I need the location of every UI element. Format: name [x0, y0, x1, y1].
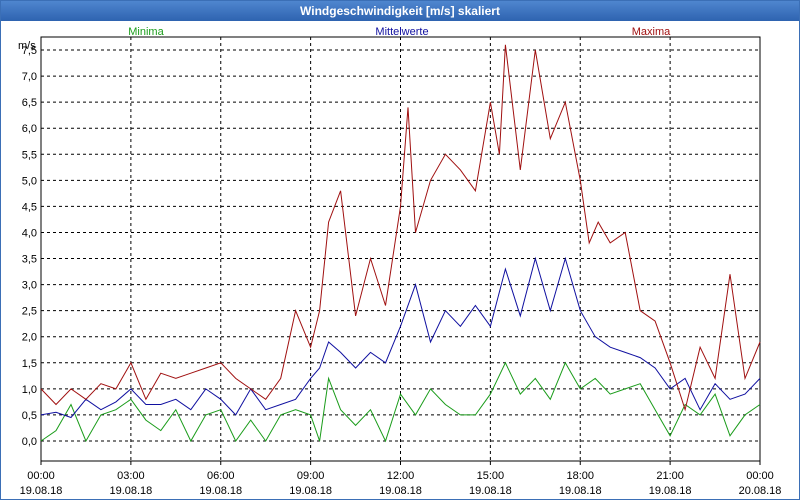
x-tick-date: 19.08.18: [199, 485, 242, 497]
x-tick-time: 00:00: [746, 470, 774, 482]
series-line-maxima: [40, 44, 761, 412]
legend-maxima: Maxima: [632, 26, 671, 38]
x-tick-time: 15:00: [477, 470, 505, 482]
x-tick-time: 21:00: [656, 470, 684, 482]
x-tick-date: 19.08.18: [559, 485, 602, 497]
x-tick-date: 19.08.18: [20, 485, 63, 497]
legend-minima: Minima: [128, 26, 164, 38]
y-tick-label: 3,0: [22, 280, 37, 292]
x-tick-date: 19.08.18: [469, 485, 512, 497]
x-tick-date: 19.08.18: [109, 485, 152, 497]
x-tick-time: 00:00: [27, 470, 55, 482]
y-axis-label: m/s: [18, 40, 36, 52]
x-tick-time: 03:00: [117, 470, 145, 482]
y-tick-label: 0,5: [22, 410, 37, 422]
y-tick-label: 5,0: [22, 175, 37, 187]
y-tick-label: 7,0: [22, 71, 37, 83]
y-tick-label: 6,5: [22, 97, 37, 109]
x-tick-date: 19.08.18: [649, 485, 692, 497]
x-tick-time: 12:00: [387, 470, 415, 482]
series-line-minima: [40, 361, 761, 443]
y-tick-label: 3,5: [22, 254, 37, 266]
y-tick-label: 0,0: [22, 436, 37, 448]
y-tick-label: 5,5: [22, 149, 37, 161]
x-tick-time: 09:00: [297, 470, 325, 482]
legend-mittelwerte: Mittelwerte: [375, 26, 428, 38]
x-tick-time: 06:00: [207, 470, 235, 482]
y-tick-label: 4,5: [22, 201, 37, 213]
y-tick-label: 1,5: [22, 358, 37, 370]
x-tick-date: 19.08.18: [289, 485, 332, 497]
y-tick-label: 2,0: [22, 332, 37, 344]
y-tick-label: 4,0: [22, 227, 37, 239]
y-tick-label: 6,0: [22, 123, 37, 135]
y-tick-label: 2,5: [22, 306, 37, 318]
x-tick-date: 20.08.18: [739, 485, 782, 497]
window-title: Windgeschwindigkeit [m/s] skaliert: [1, 1, 799, 21]
y-tick-label: 1,0: [22, 384, 37, 396]
y-tick-label: 7,5: [22, 45, 37, 57]
series-line-mittelwerte: [40, 256, 761, 419]
x-tick-time: 18:00: [566, 470, 594, 482]
x-tick-date: 19.08.18: [379, 485, 422, 497]
